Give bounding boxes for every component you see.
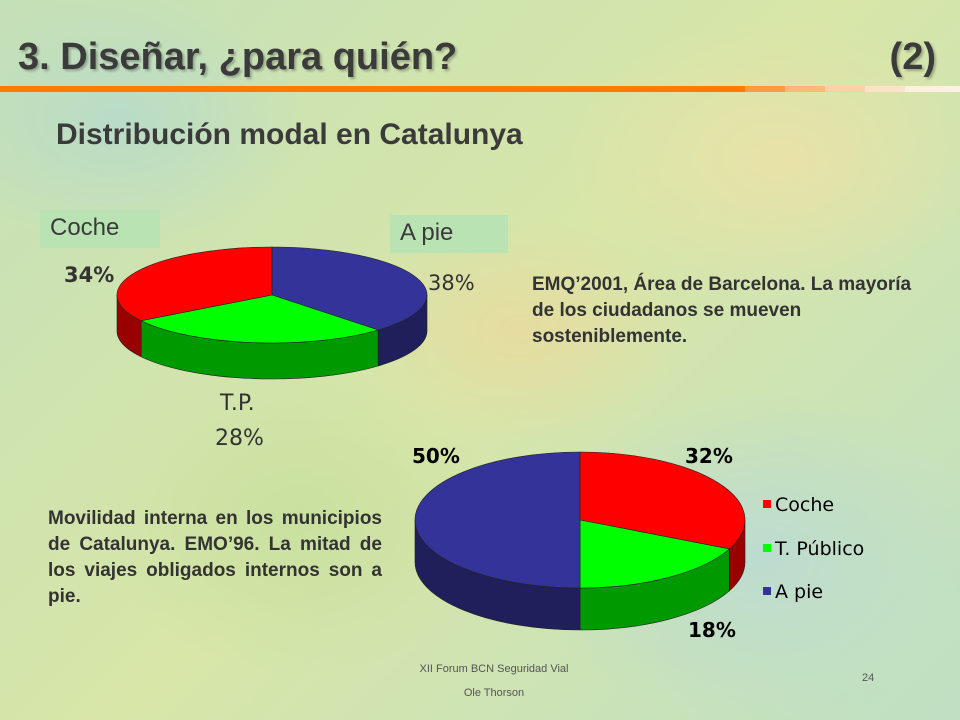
coche-percent-label: 34% <box>64 263 114 287</box>
page-number: 24 <box>862 672 875 684</box>
slide-part-number: (2) <box>889 36 936 78</box>
a-pie-percent-label: 50% <box>412 444 460 468</box>
legend-label-coche: Coche <box>775 494 834 516</box>
pie-slice-a-pie <box>414 451 581 589</box>
pie-chart-emo96: 50% 32% 18% Coche T. Público A pie <box>412 444 864 642</box>
pie-slice-a-pie <box>271 246 428 331</box>
pie-slice-coche <box>579 451 746 550</box>
chart-legend: Coche T. Público A pie <box>763 494 864 603</box>
a-pie-percent-label: 38% <box>428 271 475 295</box>
tp-percent-label: 28% <box>215 426 264 451</box>
publico-percent-label: 18% <box>688 618 736 642</box>
emo96-note: Movilidad interna en los municipios de C… <box>48 508 382 607</box>
pie-slice-tp <box>140 294 380 344</box>
footer-author: Ole Thorson <box>463 687 525 699</box>
legend-label-a-pie: A pie <box>775 581 823 603</box>
footer-event: XII Forum BCN Seguridad Vial <box>419 663 569 675</box>
pie-slices <box>116 246 428 380</box>
tp-label: T.P. <box>219 391 255 416</box>
coche-label-box: Coche <box>40 210 160 248</box>
title-rule <box>0 86 960 92</box>
legend-swatch-coche <box>763 500 771 508</box>
legend-swatch-publico <box>763 544 771 552</box>
legend-swatch-a-pie <box>763 587 771 595</box>
chart-section-title: Distribución modal en Catalunya <box>56 118 523 151</box>
emq2001-note: EMQ’2001, Área de Barcelona. La mayoría … <box>532 274 912 347</box>
coche-percent-label: 32% <box>685 444 733 468</box>
legend-label-publico: T. Público <box>774 538 864 560</box>
pie-slices <box>414 451 746 631</box>
pie-slice-coche <box>116 246 273 322</box>
slide-title: 3. Diseñar, ¿para quién? <box>18 36 458 78</box>
pie-chart-emq2001: 34% 38% T.P. 28% <box>64 246 475 451</box>
pie-slice-publico <box>579 519 730 589</box>
a-pie-label-box: A pie <box>390 215 508 253</box>
